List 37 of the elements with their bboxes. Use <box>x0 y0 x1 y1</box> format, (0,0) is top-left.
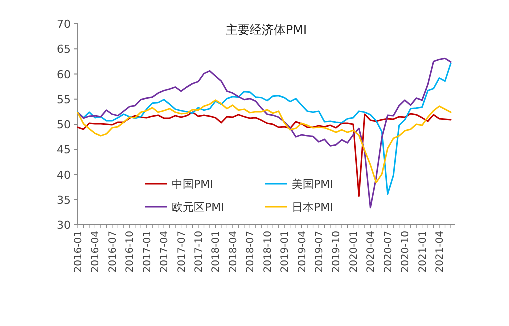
x-tick-label: 2020-07 <box>383 231 394 273</box>
x-tick-label: 2018-07 <box>246 231 257 273</box>
x-tick-label: 2018-04 <box>228 231 240 273</box>
x-tick-label: 2021-01 <box>418 231 429 273</box>
x-tick-label: 2016-10 <box>125 231 136 273</box>
x-tick-label: 2020-04 <box>366 231 378 273</box>
x-tick-label: 2021-04 <box>435 231 446 273</box>
legend-label: 欧元区PMI <box>172 201 224 214</box>
x-tick-label: 2016-07 <box>108 231 119 273</box>
x-tick-label: 2018-10 <box>262 231 274 273</box>
x-tick-label: 2017-01 <box>142 231 154 273</box>
y-tick-label: 35 <box>57 194 71 207</box>
legend-label: 美国PMI <box>292 178 334 191</box>
y-tick-label: 65 <box>57 43 71 56</box>
x-tick-label: 2016-01 <box>74 231 84 273</box>
x-tick-label: 2017-07 <box>176 231 188 273</box>
x-tick-label: 2017-10 <box>194 231 206 273</box>
x-tick-label: 2019-04 <box>297 231 308 273</box>
y-tick-label: 50 <box>57 118 71 132</box>
y-tick-label: 40 <box>57 168 71 182</box>
y-tick-label: 30 <box>57 219 71 232</box>
x-tick-label: 2017-04 <box>160 231 171 273</box>
y-tick-label: 60 <box>57 68 71 82</box>
line-series <box>77 112 452 198</box>
x-tick-label: 2020-10 <box>400 231 412 273</box>
x-tick-label: 2016-04 <box>90 231 102 273</box>
y-tick-label: 45 <box>57 144 71 157</box>
x-tick-label: 2019-10 <box>332 231 343 273</box>
chart-title: 主要经济体PMI <box>226 23 308 37</box>
y-tick-label: 55 <box>57 93 71 106</box>
legend-label: 中国PMI <box>172 178 214 191</box>
y-tick-label: 70 <box>57 18 71 31</box>
legend-label: 日本PMI <box>292 201 334 214</box>
x-tick-label: 2019-01 <box>280 231 292 273</box>
x-tick-label: 2020-01 <box>348 231 360 273</box>
x-tick-label: 2019-07 <box>314 231 326 273</box>
x-tick-label: 2018-01 <box>211 231 222 273</box>
